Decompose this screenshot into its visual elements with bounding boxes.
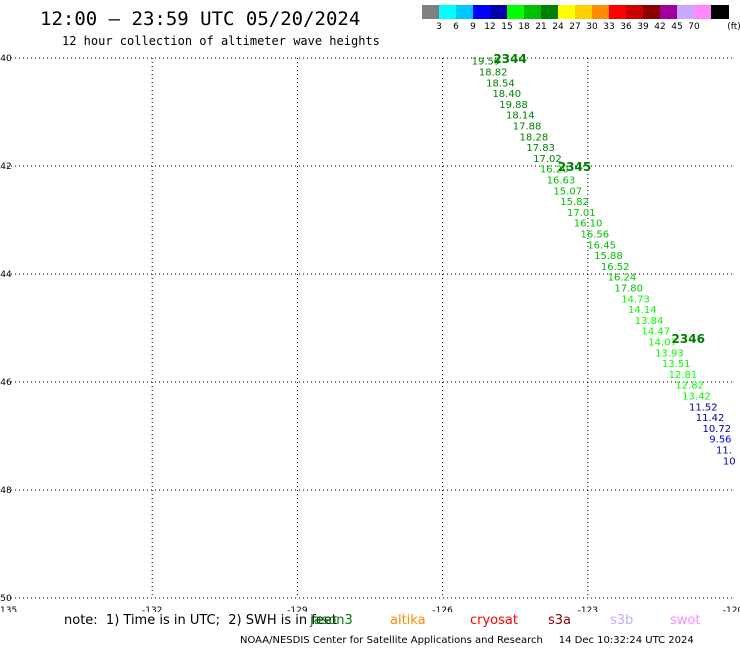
color-bin [626, 5, 644, 19]
longitude-tick-label: -120 [723, 606, 740, 612]
map-subtitle: 12 hour collection of altimeter wave hei… [62, 34, 380, 48]
color-bin [524, 5, 542, 19]
satellite-name-s3a: s3a [548, 613, 572, 628]
wave-height-value: 16.24 [608, 273, 637, 284]
color-bin-label: 45 [671, 22, 683, 32]
wave-height-value: 17.01 [567, 208, 596, 219]
color-bin [660, 5, 678, 19]
satellite-name-cryosat: cryosat [470, 613, 518, 628]
wave-height-value: 18.82 [479, 68, 508, 79]
satellite-name-swot: swot [670, 613, 701, 628]
wave-height-value: 11. [716, 446, 732, 457]
wave-height-value: 16.52 [601, 262, 630, 273]
color-bin-label: 18 [518, 22, 530, 32]
satellite-name-altika: altika [390, 613, 426, 628]
color-bin [677, 5, 695, 19]
color-bin [592, 5, 610, 19]
color-bin [422, 5, 440, 19]
wave-height-value: 16.56 [581, 230, 610, 241]
color-bin [711, 5, 729, 19]
wave-height-value: 10 [723, 456, 736, 467]
wave-height-value: 18.54 [486, 78, 515, 89]
footer-note: note: 1) Time is in UTC; 2) SWH is in fe… [64, 613, 337, 628]
latitude-tick-label: -46 [0, 378, 12, 388]
color-bin [507, 5, 525, 19]
longitude-tick-label: -123 [578, 606, 598, 612]
color-bin-label: 27 [569, 22, 581, 32]
wave-height-value: 14.07 [648, 338, 677, 349]
color-bin [558, 5, 576, 19]
wave-height-value: 10.72 [703, 424, 732, 435]
wave-height-value: 13.93 [655, 348, 684, 359]
wave-height-value: 17.80 [614, 284, 643, 295]
color-bin [439, 5, 457, 19]
wave-height-value: 11.52 [689, 402, 718, 413]
altimeter-track-map: -135 -132 -129 -126 -123 -120 -40 -42 -44 -46 -48 -… [0, 52, 740, 612]
wave-height-value: 16.45 [587, 240, 616, 251]
color-bin-label: 12 [484, 22, 496, 32]
wave-height-value: 13.84 [635, 316, 664, 327]
color-bin-label: 3 [436, 22, 442, 32]
color-bin-label: 39 [637, 22, 649, 32]
color-bin-label: 33 [603, 22, 615, 32]
wave-height-value: 14.14 [628, 305, 657, 316]
color-bin [609, 5, 627, 19]
color-bin-label: 15 [501, 22, 513, 32]
wave-height-value: 19.88 [499, 100, 528, 111]
color-bin-label: 30 [586, 22, 598, 32]
wave-height-value: 13.42 [682, 392, 711, 403]
wave-height-value: 9.56 [709, 435, 731, 446]
color-bin-label: 24 [552, 22, 564, 32]
wave-height-value: 13.51 [662, 359, 691, 370]
wave-height-value: 12.82 [675, 381, 704, 392]
wave-height-value: 18.28 [520, 132, 549, 143]
wave-height-value: 11.42 [696, 413, 725, 424]
longitude-tick-label: -132 [142, 606, 162, 612]
satellite-name-jason3: jason3 [310, 613, 353, 628]
wave-height-value: 14.73 [621, 294, 650, 305]
latitude-tick-label: -48 [0, 486, 12, 496]
latitude-tick-label: -50 [0, 594, 12, 604]
latitude-tick-label: -44 [0, 270, 12, 280]
wave-height-value: 17.83 [526, 143, 555, 154]
wave-height-value: 15.07 [553, 186, 582, 197]
color-bin-label: 9 [470, 22, 476, 32]
color-bin-label: 42 [654, 22, 666, 32]
color-bin [694, 5, 712, 19]
color-bin [490, 5, 508, 19]
satellite-name-s3b: s3b [610, 613, 634, 628]
wave-height-value: 16.10 [574, 219, 603, 230]
time-mark-label: 2344 [493, 52, 526, 66]
wave-height-value: 15.82 [560, 197, 589, 208]
latitude-tick-label: -42 [0, 162, 12, 172]
time-mark-label: 2346 [672, 332, 705, 346]
wave-height-value: 19.59 [472, 57, 501, 68]
color-bin [575, 5, 593, 19]
wave-height-value: 18.14 [506, 111, 535, 122]
longitude-tick-label: -126 [432, 606, 453, 612]
wave-height-value: 15.88 [594, 251, 623, 262]
longitude-tick-label: -129 [287, 606, 308, 612]
color-bin [456, 5, 474, 19]
color-bin [541, 5, 559, 19]
longitude-tick-label: -135 [0, 606, 17, 612]
color-bin-label: 21 [535, 22, 547, 32]
wave-height-value: 17.02 [533, 154, 562, 165]
color-bin-label: 6 [453, 22, 459, 32]
wave-height-value: 18.40 [492, 89, 521, 100]
wave-height-value: 12.81 [669, 370, 698, 381]
map-title: 12:00 – 23:59 UTC 05/20/2024 [40, 8, 361, 30]
wave-height-value: 16.63 [547, 176, 576, 187]
credit-line: NOAA/NESDIS Center for Satellite Applica… [240, 635, 694, 646]
color-scale-unit: (ft) [727, 22, 740, 32]
color-bin-label: 70 [688, 22, 700, 32]
color-bin [473, 5, 491, 19]
wave-height-value: 14.47 [642, 327, 671, 338]
wave-height-value: 16.20 [540, 165, 569, 176]
color-bin-label: 36 [620, 22, 632, 32]
wave-height-value: 17.88 [513, 122, 542, 133]
time-mark-label: 2345 [558, 160, 591, 174]
latitude-tick-label: -40 [0, 54, 12, 64]
color-bin [643, 5, 661, 19]
